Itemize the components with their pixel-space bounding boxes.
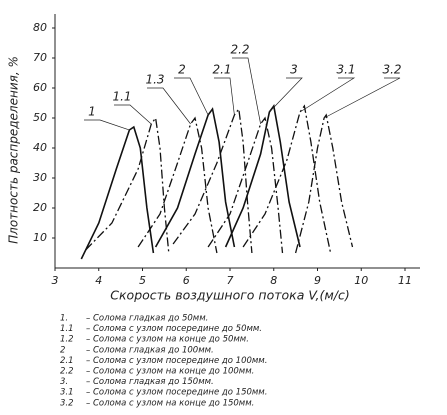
curve-label: 3 bbox=[290, 63, 298, 77]
legend-key: 1. bbox=[60, 314, 68, 324]
leader-line bbox=[174, 77, 209, 116]
legend-key: 2 bbox=[60, 345, 65, 355]
legend-key: 3.1 bbox=[60, 388, 74, 398]
y-tick-label: 30 bbox=[33, 171, 47, 184]
leader-line bbox=[214, 77, 235, 116]
leader-line bbox=[114, 104, 152, 125]
legend-text: – Солома гладкая до 100мм. bbox=[86, 345, 214, 355]
series-line bbox=[242, 104, 332, 254]
y-tick-label: 10 bbox=[33, 231, 47, 244]
legend-text: – Солома гладкая до 50мм. bbox=[86, 314, 208, 324]
y-tick-label: 40 bbox=[33, 141, 47, 154]
leader-line bbox=[232, 57, 261, 125]
leader-line bbox=[84, 119, 130, 131]
legend-text: – Солома с узлом на конце до 100мм. bbox=[86, 367, 254, 377]
series-line bbox=[85, 116, 170, 254]
curve-label: 2.1 bbox=[212, 63, 231, 77]
y-tick-label: 20 bbox=[33, 201, 47, 214]
y-tick-label: 70 bbox=[33, 51, 47, 64]
legend-text: – Солома гладкая до 150мм. bbox=[86, 377, 214, 387]
leader-line bbox=[299, 77, 356, 113]
series-line bbox=[224, 104, 301, 248]
x-tick-label: 3 bbox=[52, 274, 59, 287]
legend-key: 1.1 bbox=[60, 324, 74, 334]
curve-label: 1.1 bbox=[112, 90, 131, 104]
legend-text: – Солома с узлом посередине до 150мм. bbox=[86, 388, 267, 398]
legend-text: – Солома с узлом на конце до 50мм. bbox=[86, 335, 249, 345]
curve-label: 1.3 bbox=[145, 73, 164, 87]
y-tick-label: 60 bbox=[33, 81, 47, 94]
x-tick-label: 4 bbox=[95, 274, 102, 287]
legend-key: 2.1 bbox=[60, 356, 74, 366]
leader-line bbox=[269, 77, 303, 113]
series-line bbox=[172, 107, 253, 254]
x-tick-label: 9 bbox=[314, 274, 321, 287]
legend-key: 3.2 bbox=[60, 398, 74, 408]
legend-text: – Солома с узлом на конце до 150мм. bbox=[86, 398, 254, 408]
series-line bbox=[207, 116, 284, 254]
legend-text: – Солома с узлом посередине до 50мм. bbox=[86, 324, 262, 334]
series-line bbox=[294, 113, 354, 254]
y-tick-label: 80 bbox=[33, 21, 47, 34]
legend-key: 3. bbox=[60, 377, 68, 387]
x-tick-label: 6 bbox=[183, 274, 190, 287]
leader-line bbox=[323, 77, 401, 119]
leader-line bbox=[147, 87, 191, 125]
x-tick-label: 11 bbox=[398, 274, 412, 287]
curve-label: 3.1 bbox=[336, 63, 355, 77]
y-tick-label: 50 bbox=[33, 111, 47, 124]
curve-label: 3.2 bbox=[382, 63, 401, 77]
series-line bbox=[154, 107, 236, 248]
curve-label: 2 bbox=[178, 63, 186, 77]
series-line bbox=[80, 125, 155, 260]
x-tick-label: 8 bbox=[270, 274, 277, 287]
x-axis-label: Скорость воздушного потока V,(м/с) bbox=[110, 288, 349, 303]
y-axis-label: Плотность распределения, % bbox=[7, 56, 21, 244]
legend-key: 2.2 bbox=[60, 367, 74, 377]
legend-text: – Солома с узлом посередине до 100мм. bbox=[86, 356, 267, 366]
legend-key: 1.2 bbox=[60, 335, 74, 345]
x-tick-label: 5 bbox=[139, 274, 146, 287]
x-tick-label: 10 bbox=[354, 274, 368, 287]
series-line bbox=[137, 116, 218, 254]
curve-label: 1 bbox=[88, 105, 96, 119]
curve-label: 2.2 bbox=[230, 43, 249, 57]
x-tick-label: 7 bbox=[227, 274, 234, 287]
